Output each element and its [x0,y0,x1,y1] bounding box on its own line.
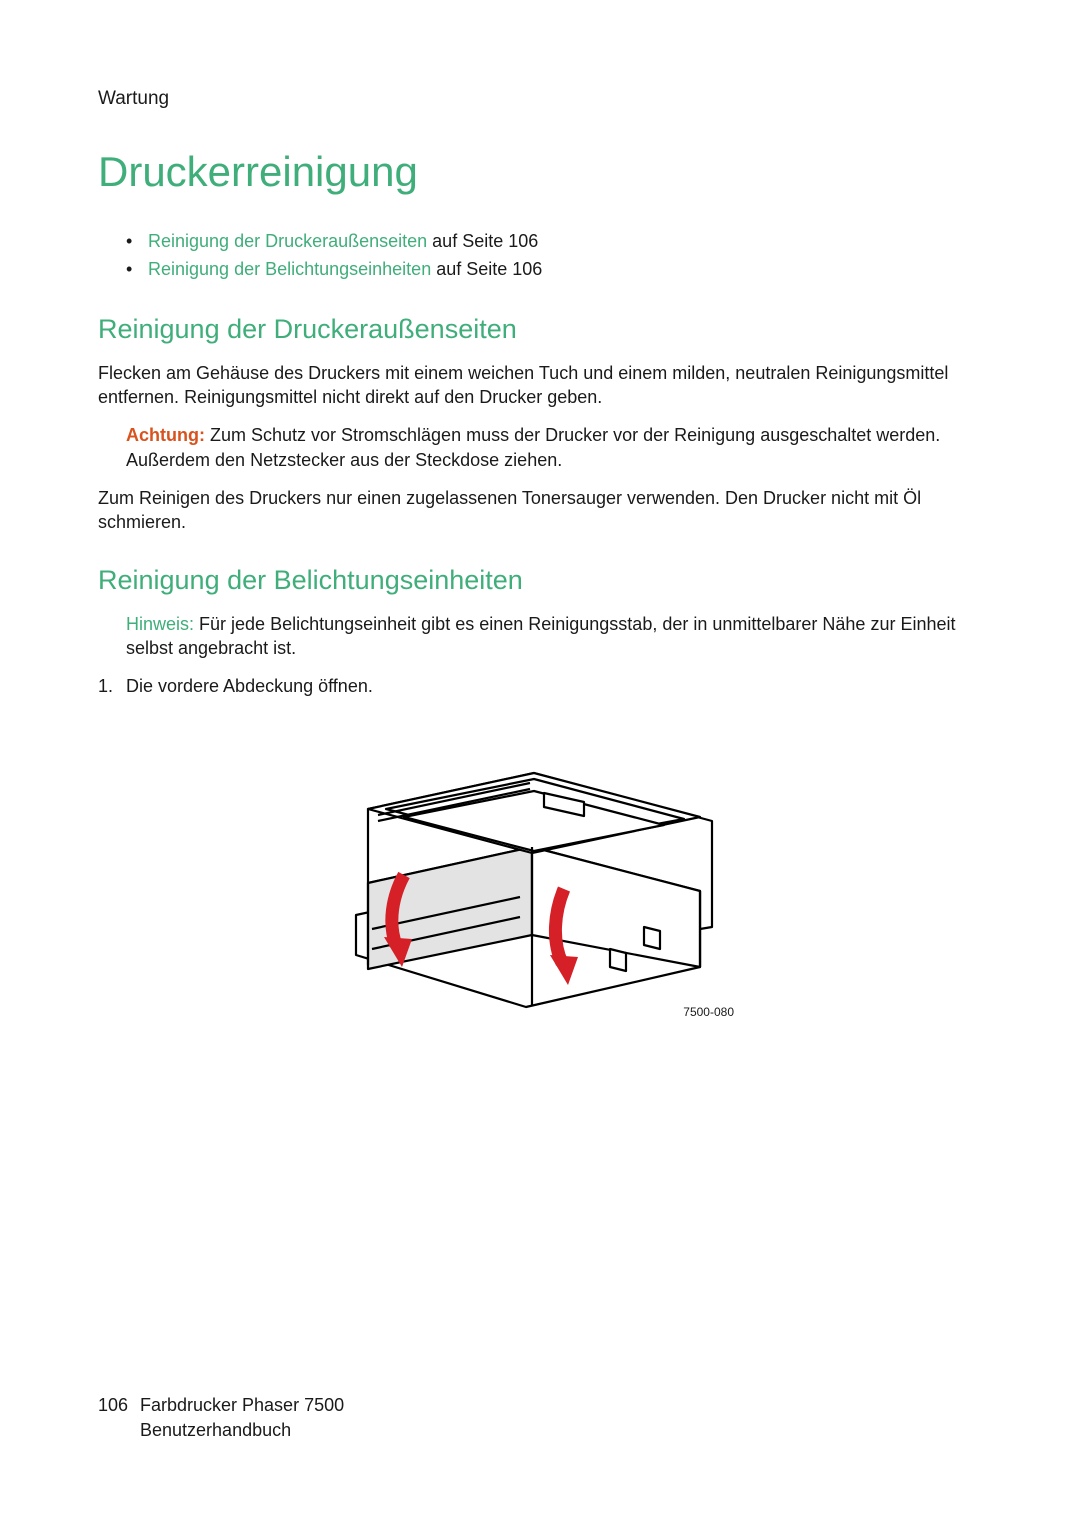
toc-list: Reinigung der Druckeraußenseiten auf Sei… [126,228,978,284]
toc-link[interactable]: Reinigung der Belichtungseinheiten [148,259,431,279]
page-title: Druckerreinigung [98,148,978,196]
warning-text: Zum Schutz vor Stromschlägen muss der Dr… [126,425,940,469]
section-heading-imaging: Reinigung der Belichtungseinheiten [98,565,978,596]
body-paragraph: Flecken am Gehäuse des Druckers mit eine… [98,361,978,410]
note-paragraph: Hinweis: Für jede Belichtungseinheit gib… [126,612,972,661]
note-label: Hinweis: [126,614,194,634]
toc-suffix: auf Seite 106 [431,259,542,279]
step-list: 1. Die vordere Abdeckung öffnen. [98,674,978,699]
body-paragraph: Zum Reinigen des Druckers nur einen zuge… [98,486,978,535]
toc-item: Reinigung der Belichtungseinheiten auf S… [126,256,978,284]
toc-suffix: auf Seite 106 [427,231,538,251]
toc-item: Reinigung der Druckeraußenseiten auf Sei… [126,228,978,256]
footer-line1: Farbdrucker Phaser 7500 [140,1395,344,1415]
note-text: Für jede Belichtungseinheit gibt es eine… [126,614,955,658]
page-number: 106 [98,1393,140,1417]
warning-paragraph: Achtung: Zum Schutz vor Stromschlägen mu… [126,423,972,472]
step-text: Die vordere Abdeckung öffnen. [126,676,373,696]
step-number: 1. [98,674,113,699]
printer-illustration: 7500-080 [308,717,768,1017]
printer-svg [308,717,768,1017]
running-header: Wartung [98,88,978,110]
step-item: 1. Die vordere Abdeckung öffnen. [98,674,978,699]
page-footer: 106Farbdrucker Phaser 7500 Benutzerhandb… [98,1393,344,1442]
section-heading-exterior: Reinigung der Druckeraußenseiten [98,314,978,345]
footer-spacer [98,1418,140,1442]
warning-label: Achtung: [126,425,205,445]
toc-link[interactable]: Reinigung der Druckeraußenseiten [148,231,427,251]
figure-id: 7500-080 [683,1005,734,1019]
footer-line2: Benutzerhandbuch [140,1420,291,1440]
